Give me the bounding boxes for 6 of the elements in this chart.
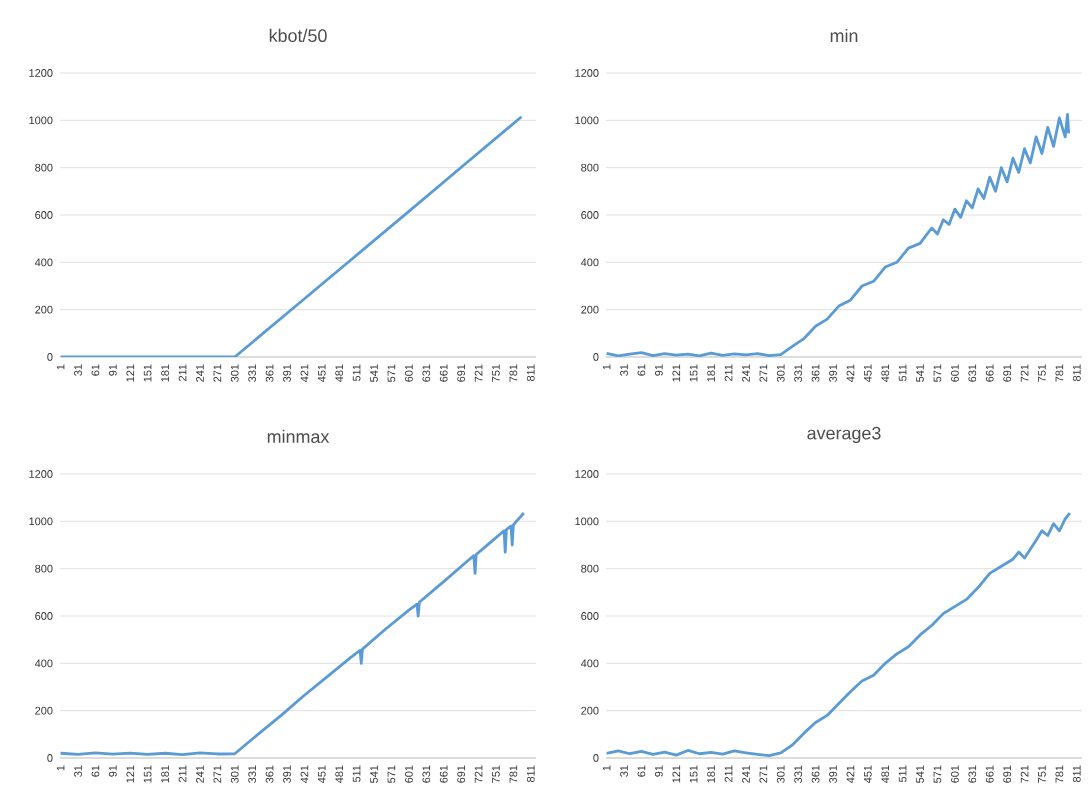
- line-series: [60, 511, 526, 757]
- chart-title: minmax: [267, 429, 330, 444]
- chart-title: average3: [807, 426, 881, 443]
- chart-title: min: [830, 29, 858, 42]
- line-series: [606, 113, 1071, 357]
- chart-title: kbot/50: [269, 28, 327, 43]
